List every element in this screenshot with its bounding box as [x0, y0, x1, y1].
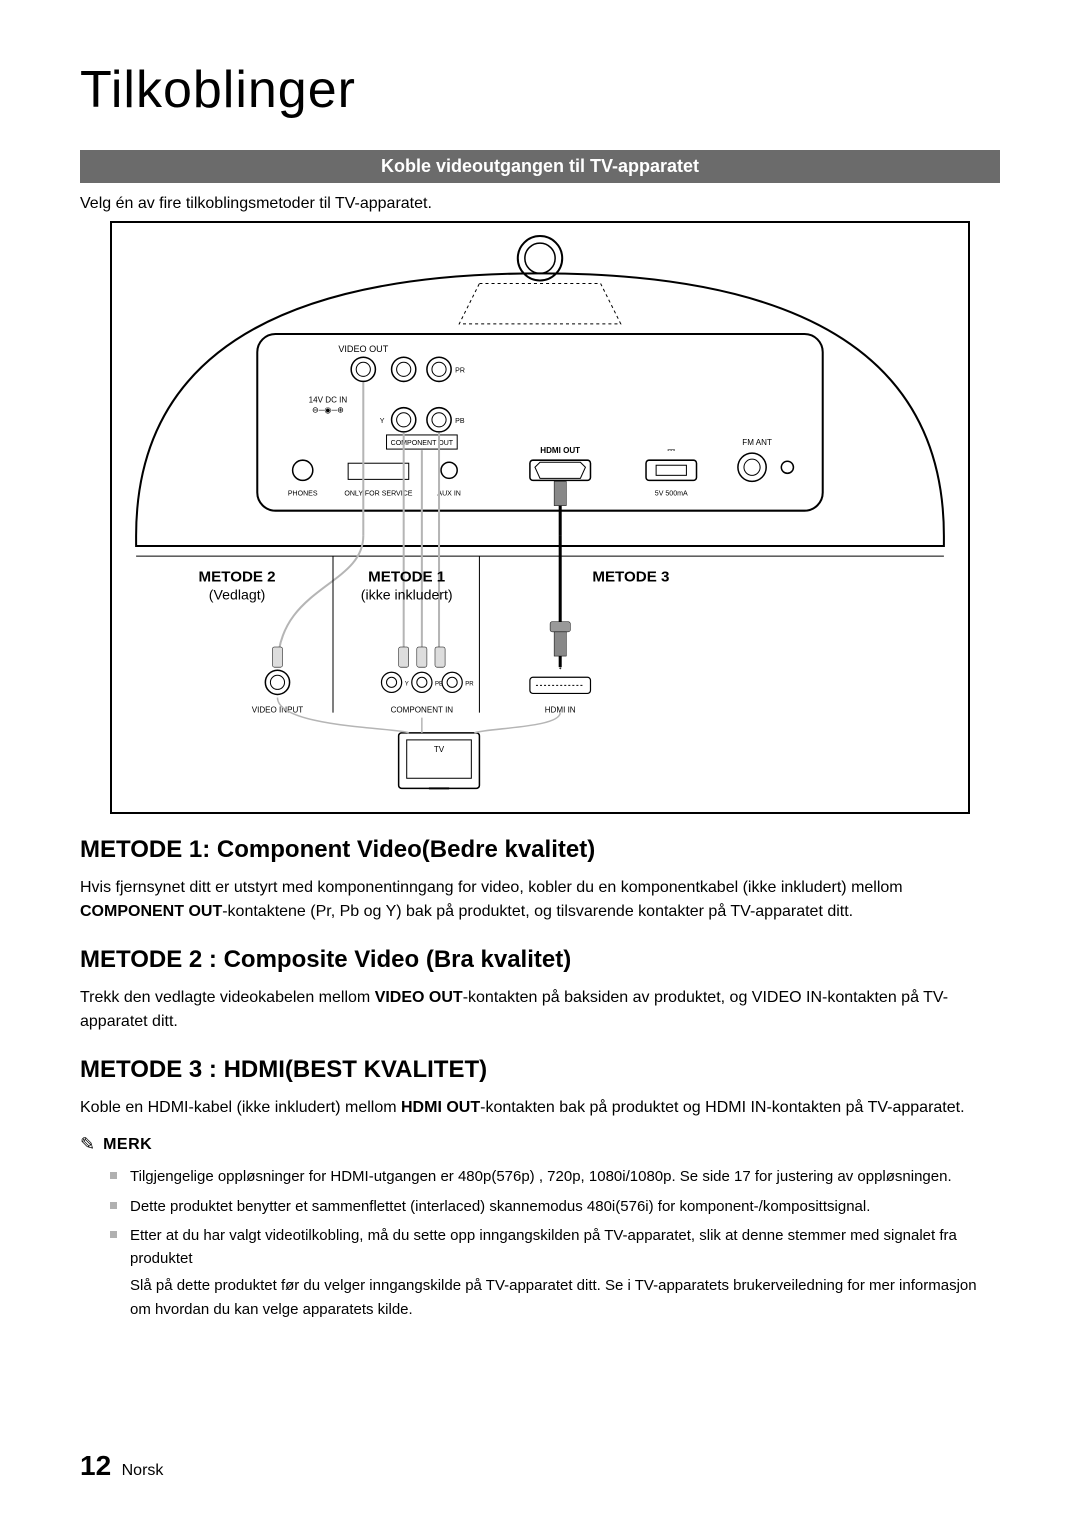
label-phones: PHONES [288, 491, 318, 498]
note-item: Etter at du har valgt videotilkobling, m… [110, 1224, 1000, 1271]
label-aux: AUX IN [437, 491, 461, 498]
tv-label: TV [434, 745, 445, 754]
m1-title: METODE 1 [368, 568, 445, 585]
svg-text:↓: ↓ [558, 661, 563, 672]
page-footer: 12 Norsk [80, 1450, 163, 1482]
label-pr: PR [455, 367, 465, 374]
note-row: ✎ MERK [80, 1134, 1000, 1155]
note-list: Tilgjengelige oppløsninger for HDMI-utga… [80, 1165, 1000, 1270]
intro-text: Velg én av fire tilkoblingsmetoder til T… [80, 195, 1000, 213]
page-number: 12 [80, 1450, 111, 1481]
m2-sub: (Vedlagt) [209, 587, 266, 603]
video-input: VIDEO INPUT [252, 706, 304, 715]
m1-sub: (ikke inkludert) [361, 587, 453, 603]
label-component-out: COMPONENT OUT [391, 440, 454, 447]
label-y: Y [380, 418, 385, 425]
svg-text:⊖─◉─⊕: ⊖─◉─⊕ [312, 406, 344, 415]
component-in: COMPONENT IN [391, 706, 454, 715]
section-bar: Koble videoutgangen til TV-apparatet [80, 150, 1000, 183]
page-title: Tilkoblinger [80, 60, 1000, 120]
label-video-out: VIDEO OUT [338, 344, 388, 354]
diagram-svg: VIDEO OUT 14V DC IN ⊖─◉─⊕ PR Y PB COMPON… [126, 233, 954, 798]
note-label: MERK [103, 1136, 152, 1154]
tv-y: Y [405, 681, 409, 687]
label-fm: FM ANT [742, 438, 772, 447]
m3-title: METODE 3 [592, 568, 669, 585]
method1-heading: METODE 1: Component Video(Bedre kvalitet… [80, 836, 1000, 864]
note-item: Tilgjengelige oppløsninger for HDMI-utga… [110, 1165, 1000, 1188]
footer-lang: Norsk [122, 1462, 164, 1479]
note-sub: Slå på dette produktet før du velger inn… [80, 1274, 1000, 1321]
method3-heading: METODE 3 : HDMI(BEST KVALITET) [80, 1056, 1000, 1084]
svg-text:⎓: ⎓ [667, 445, 675, 456]
m2-title: METODE 2 [199, 568, 276, 585]
label-dc-in: 14V DC IN [309, 396, 348, 405]
method2-heading: METODE 2 : Composite Video (Bra kvalitet… [80, 946, 1000, 974]
method3-text: Koble en HDMI-kabel (ikke inkludert) mel… [80, 1096, 1000, 1120]
label-pb: PB [455, 418, 465, 425]
tv-pr: PR [465, 681, 474, 687]
method2-text: Trekk den vedlagte videokabelen mellom V… [80, 986, 1000, 1034]
connection-diagram: VIDEO OUT 14V DC IN ⊖─◉─⊕ PR Y PB COMPON… [110, 221, 970, 814]
note-item: Dette produktet benytter et sammenflette… [110, 1195, 1000, 1218]
note-icon: ✎ [80, 1134, 95, 1155]
label-usb: 5V 500mA [655, 491, 688, 498]
method1-text: Hvis fjernsynet ditt er utstyrt med komp… [80, 876, 1000, 924]
label-service: ONLY FOR SERVICE [344, 491, 412, 498]
label-hdmi-out: HDMI OUT [540, 446, 580, 455]
